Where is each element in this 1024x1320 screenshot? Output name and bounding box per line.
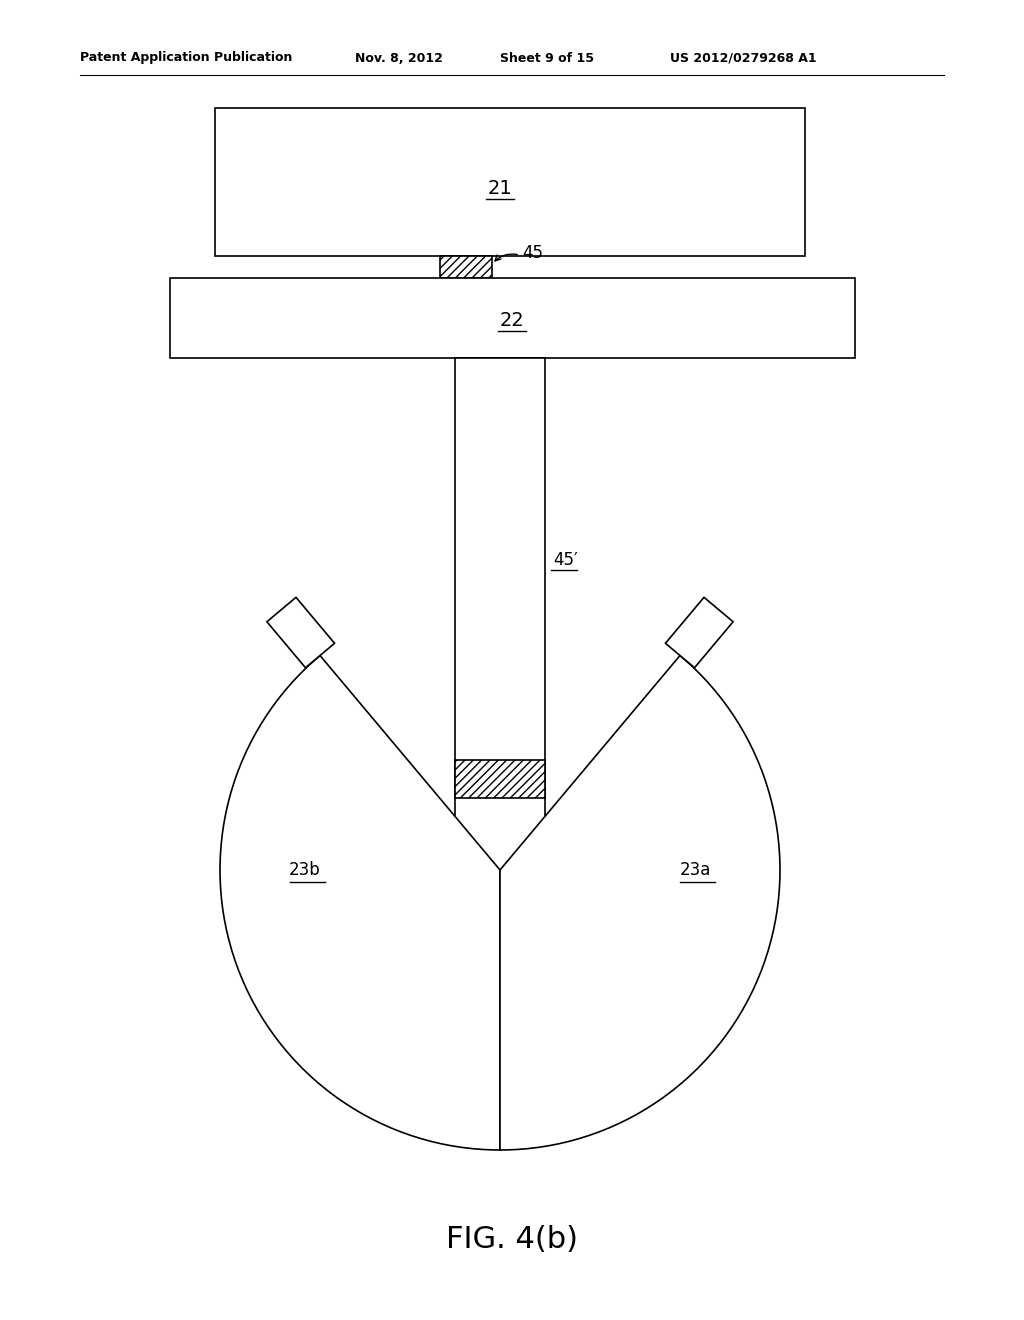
Bar bbox=[455, 760, 545, 799]
Bar bbox=[440, 256, 492, 279]
Text: 23a: 23a bbox=[679, 861, 711, 879]
Bar bbox=[455, 358, 545, 870]
Text: 45′: 45′ bbox=[553, 550, 578, 569]
Polygon shape bbox=[666, 598, 733, 668]
Text: Sheet 9 of 15: Sheet 9 of 15 bbox=[500, 51, 594, 65]
Text: 45: 45 bbox=[522, 244, 543, 261]
Text: Nov. 8, 2012: Nov. 8, 2012 bbox=[355, 51, 442, 65]
Text: 23b: 23b bbox=[289, 861, 321, 879]
Wedge shape bbox=[500, 656, 780, 1150]
Text: FIG. 4(b): FIG. 4(b) bbox=[446, 1225, 578, 1254]
Wedge shape bbox=[220, 656, 500, 1150]
Text: 21: 21 bbox=[487, 178, 512, 198]
Bar bbox=[170, 279, 855, 358]
Text: US 2012/0279268 A1: US 2012/0279268 A1 bbox=[670, 51, 816, 65]
Text: 22: 22 bbox=[500, 310, 524, 330]
Text: Patent Application Publication: Patent Application Publication bbox=[80, 51, 293, 65]
Bar bbox=[215, 108, 805, 256]
Polygon shape bbox=[267, 598, 335, 668]
